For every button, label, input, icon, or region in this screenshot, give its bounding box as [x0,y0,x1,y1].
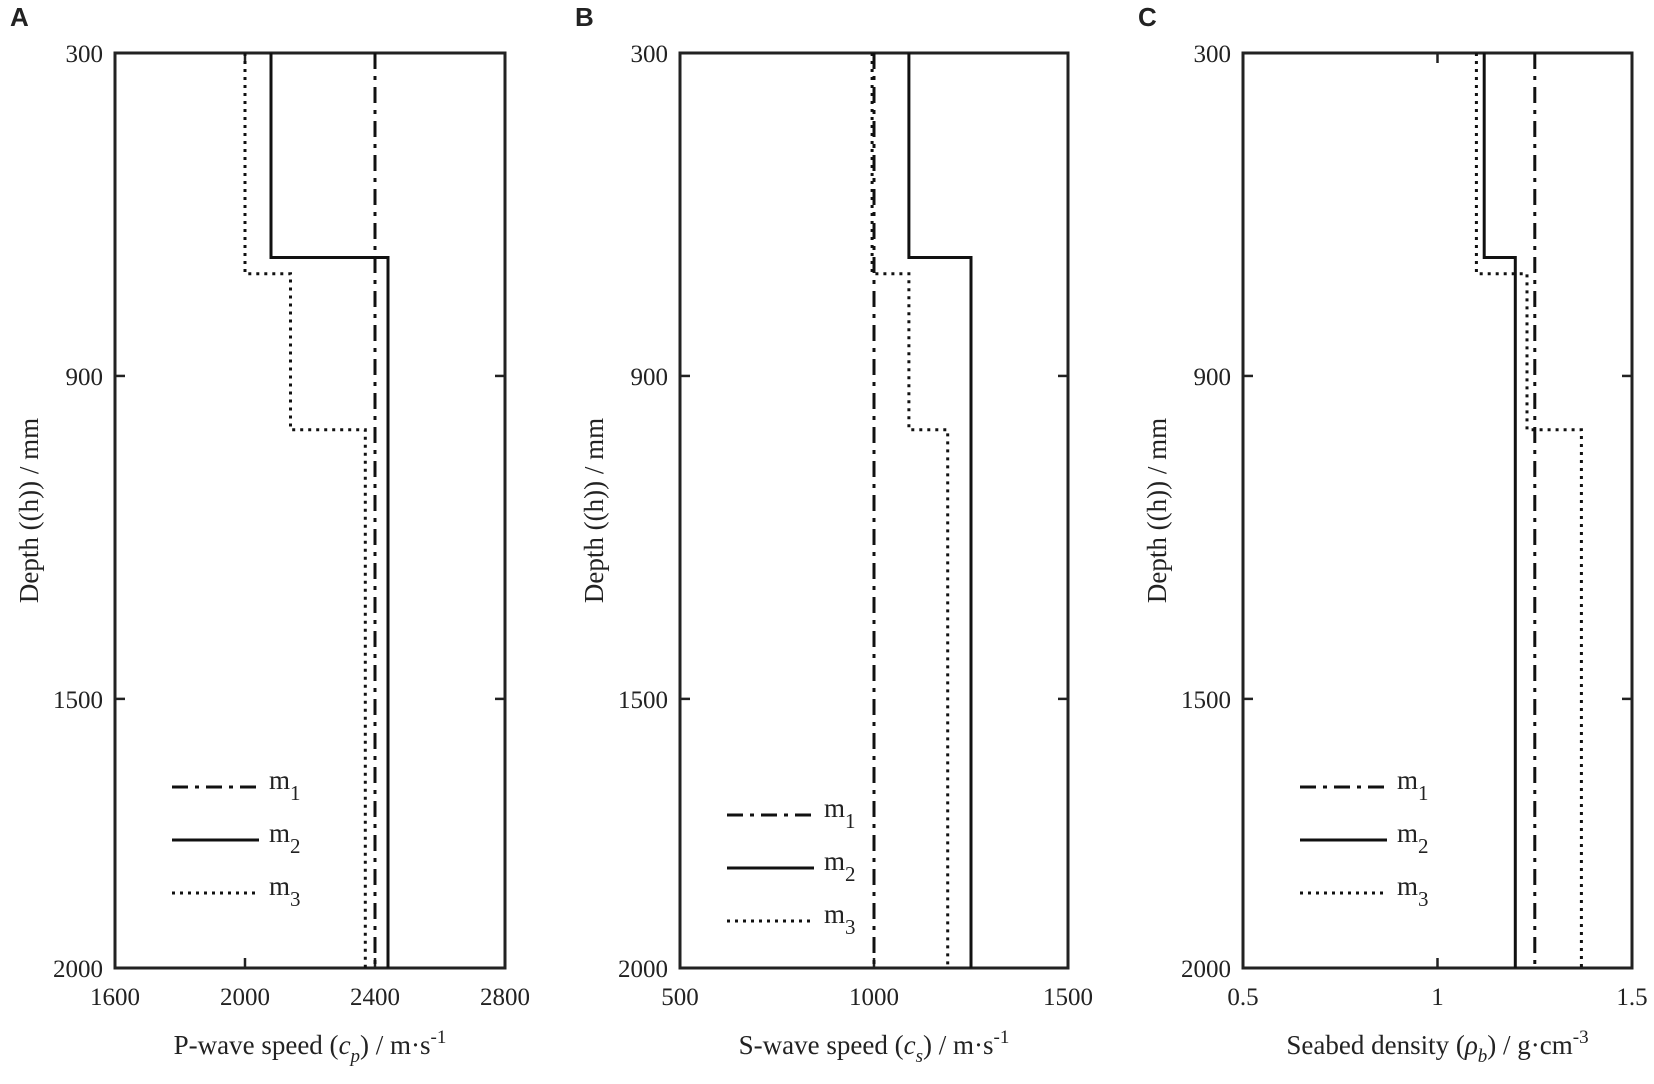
panel-b-legend-label-m1: m1 [824,793,856,833]
panel-b-legend: m1 m2 m3 [727,793,856,939]
panel-c-series-m2 [1482,53,1517,968]
panel-c-yaxis-label: Depth ((h)) / mm [1142,418,1172,603]
panel-c-legend-label-m1: m1 [1397,765,1429,805]
panel-c-legend-label-m3: m3 [1397,871,1429,911]
panel-a-xtick-label: 1600 [90,984,140,1011]
panel-b-ytick-label: 1500 [618,687,668,714]
panel-a-xaxis-label: P-wave speed (cp) / m·s-1 [174,1027,447,1067]
panel-b-xtick-label: 500 [661,984,699,1011]
panel-a-yaxis-label: Depth ((h)) / mm [14,418,44,603]
panel-a-series-m2 [269,53,390,968]
panel-b-ytick-label: 300 [631,41,669,68]
panel-a-xtick-label: 2400 [350,984,400,1011]
panel-a-legend-label-m1: m1 [269,765,301,805]
panel-c-xtick-label: 1 [1431,984,1444,1011]
panel-a-legend-label-m2: m2 [269,818,301,858]
panel-b-series-m2 [907,53,973,968]
panel-c-legend: m1 m2 m3 [1300,765,1429,911]
panel-c-ytick-label: 900 [1194,364,1232,391]
panel-b-letter: B [575,2,594,32]
panel-b-xtick-label: 1500 [1043,984,1093,1011]
panel-a-ytick-label: 1500 [53,687,103,714]
panel-b: B 500 1000 1500 300 900 1500 2000 S-wave speed (… [575,2,1093,1067]
panel-b-xaxis-label: S-wave speed (cs) / m·s-1 [739,1027,1010,1067]
panel-a-xtick-label: 2800 [480,984,530,1011]
panel-c-xaxis-label: Seabed density (ρb) / g·cm-3 [1286,1027,1588,1067]
panel-a-ytick-label: 900 [66,364,104,391]
panel-c-legend-label-m2: m2 [1397,818,1429,858]
panel-c-ytick-label: 1500 [1181,687,1231,714]
panel-b-xtick-label: 1000 [849,984,899,1011]
panel-a-xtick-label: 2000 [220,984,270,1011]
panel-b-yaxis-label: Depth ((h)) / mm [579,418,609,603]
panel-a-ytick-label: 2000 [53,956,103,983]
panel-c-ytick-label: 300 [1194,41,1232,68]
panel-c: C 0.5 1 1.5 300 900 1500 2000 Seabed density (ρb… [1138,2,1648,1067]
panel-b-ytick-label: 2000 [618,956,668,983]
panel-c-xtick-label: 1.5 [1616,984,1647,1011]
panel-c-xtick-label: 0.5 [1227,984,1258,1011]
panel-a-axes-frame [113,51,507,970]
panel-a-series-m3 [243,53,367,968]
panel-a-legend: m1 m2 m3 [172,765,301,911]
panel-c-series-m3 [1474,53,1583,968]
panel-c-ytick-label: 2000 [1181,956,1231,983]
panel-a-letter: A [10,2,29,32]
panel-b-legend-label-m3: m3 [824,899,856,939]
panel-c-axes-frame [1241,51,1634,970]
panel-b-legend-label-m2: m2 [824,846,856,886]
panel-b-ytick-label: 900 [631,364,669,391]
panel-a-legend-label-m3: m3 [269,871,301,911]
panel-c-letter: C [1138,2,1157,32]
panel-a-ytick-label: 300 [66,41,104,68]
